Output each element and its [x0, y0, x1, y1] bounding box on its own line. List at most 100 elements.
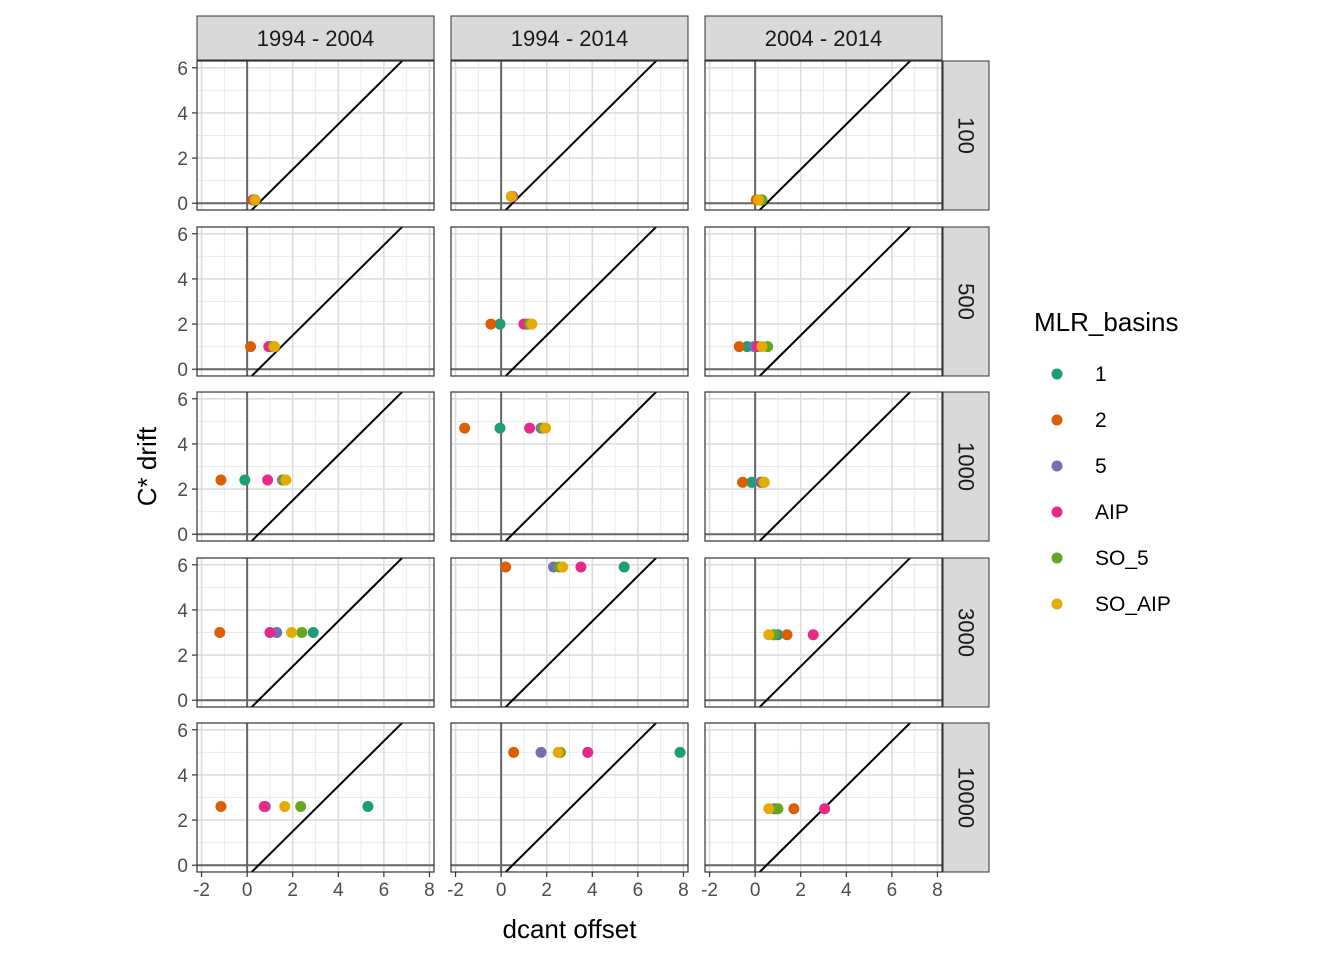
panel-border — [196, 391, 435, 542]
panel-plot-area — [451, 392, 688, 541]
diagonal-line — [250, 61, 404, 210]
y-tick-label: 2 — [177, 480, 188, 501]
x-tick-label: 0 — [242, 880, 253, 901]
x-axis-title: dcant offset — [503, 914, 638, 944]
data-point — [505, 190, 517, 202]
legend-label: 5 — [1095, 455, 1107, 478]
facet-panel: 0 2 4 6 — [177, 59, 435, 215]
y-tick-label: 6 — [177, 390, 188, 411]
panel-border — [704, 391, 943, 542]
facet-strip-col-label: 1994 - 2004 — [257, 26, 374, 51]
data-point — [494, 318, 506, 330]
facet-strip-col — [196, 15, 435, 61]
panel-plot-area — [197, 723, 434, 872]
x-tick-label: -2 — [701, 880, 718, 901]
panel-plot-area — [451, 227, 688, 376]
y-tick-label: 6 — [177, 225, 188, 246]
x-tick-label: 0 — [750, 880, 761, 901]
y-axis-title: C* drift — [132, 426, 162, 506]
panel-plot-area — [705, 723, 942, 872]
x-tick-label: 8 — [678, 880, 689, 901]
diagonal-line — [250, 558, 404, 707]
facet-strip-row-label: 100 — [954, 117, 979, 154]
diagonal-line — [250, 392, 404, 541]
panel-plot-area — [705, 61, 942, 210]
x-tick-label: 4 — [333, 880, 344, 901]
panel-border — [704, 722, 943, 873]
data-point — [807, 629, 819, 641]
data-point — [733, 341, 745, 353]
y-tick-label: 6 — [177, 556, 188, 577]
data-point — [508, 746, 520, 758]
panel-plot-area — [705, 227, 942, 376]
data-point — [552, 746, 564, 758]
facet-panel — [450, 226, 689, 377]
diagonal-line — [250, 723, 404, 872]
diagonal-line — [504, 558, 658, 707]
facet-panel: 0 2 4 6 — [177, 225, 435, 381]
panels-layer: 1994 - 2004 1994 - 2014 2004 - 2014 100 500 1… — [177, 15, 990, 901]
diagonal-line — [758, 227, 912, 376]
y-tick-label: 2 — [177, 149, 188, 170]
diagonal-line — [504, 61, 658, 210]
data-point — [819, 803, 831, 815]
legend-label: 1 — [1095, 363, 1107, 386]
x-tick-label: 6 — [887, 880, 898, 901]
y-tick-label: 6 — [177, 59, 188, 80]
facet-strip-col-label: 1994 - 2014 — [511, 26, 628, 51]
legend-label: AIP — [1095, 501, 1129, 524]
facet-panel — [704, 391, 943, 542]
legend-key — [1051, 368, 1063, 380]
x-tick-label: 4 — [841, 880, 852, 901]
facet-strip-row — [942, 391, 990, 542]
panel-border — [704, 226, 943, 377]
panel-plot-area — [197, 392, 434, 541]
facet-strip-col — [704, 15, 943, 61]
facet-panel — [450, 391, 689, 542]
data-point — [540, 422, 552, 434]
data-point — [249, 194, 261, 206]
diagonal-line — [758, 392, 912, 541]
diagonal-line — [504, 392, 658, 541]
panel-border — [196, 60, 435, 211]
panel-plot-area — [451, 61, 688, 210]
data-point — [459, 422, 471, 434]
y-tick-label: 4 — [177, 601, 188, 622]
diagonal-line — [758, 61, 912, 210]
data-point — [214, 627, 226, 638]
diagonal-line — [504, 227, 658, 376]
panel-border — [450, 557, 689, 708]
x-tick-label: 6 — [379, 880, 390, 901]
data-point — [268, 341, 280, 353]
data-point — [215, 474, 227, 486]
legend-key — [1051, 460, 1063, 472]
panel-plot-area — [197, 227, 434, 376]
x-tick-label: -2 — [193, 880, 210, 901]
panel-border — [450, 226, 689, 377]
data-point — [307, 627, 319, 638]
x-tick-label: 2 — [795, 880, 806, 901]
panel-border — [450, 722, 689, 873]
y-tick-label: 0 — [177, 194, 188, 215]
panel-plot-area — [197, 558, 434, 707]
x-tick-label: -2 — [447, 880, 464, 901]
facet-panel — [450, 557, 689, 708]
x-tick-label: 2 — [287, 880, 298, 901]
facet-strip-row-label: 10000 — [954, 767, 979, 828]
facet-panel — [704, 557, 943, 708]
y-tick-label: 0 — [177, 525, 188, 546]
data-point — [494, 422, 506, 434]
diagonal-line — [504, 723, 658, 872]
data-point — [524, 422, 536, 434]
data-point — [737, 476, 749, 488]
data-point — [485, 318, 497, 330]
data-point — [245, 341, 257, 353]
panel-border — [196, 722, 435, 873]
facet-strip-row — [942, 557, 990, 708]
data-point — [575, 561, 587, 573]
panel-border — [450, 60, 689, 211]
data-point — [286, 627, 298, 638]
